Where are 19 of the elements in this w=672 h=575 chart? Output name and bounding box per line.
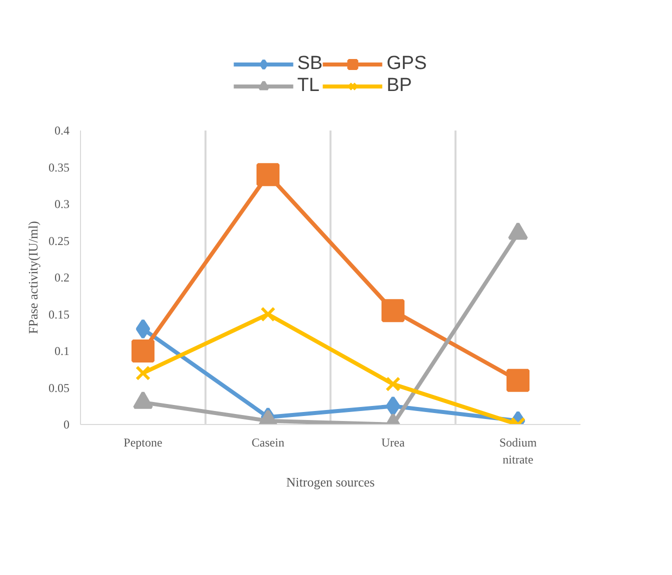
x-tick-label: Peptone xyxy=(124,436,162,450)
y-tick-label: 0.3 xyxy=(54,197,70,211)
legend-label: TL xyxy=(297,75,320,97)
y-tick-label: 0.35 xyxy=(48,160,70,174)
y-tick-label: 0.25 xyxy=(48,234,70,248)
y-tick-label: 0 xyxy=(64,418,70,432)
y-tick-label: 0.2 xyxy=(54,270,70,284)
x-tick-label: Urea xyxy=(381,436,406,450)
y-tick-label: 0.05 xyxy=(48,380,70,395)
y-axis-title: FPase activity(IU/ml) xyxy=(26,220,40,334)
legend-label: GPS xyxy=(386,53,427,75)
y-tick-label: 0.4 xyxy=(54,124,70,138)
x-tick-label: Casein xyxy=(252,436,284,450)
y-tick-label: 0.1 xyxy=(54,344,70,358)
x-axis-title: Nitrogen sources xyxy=(286,474,375,490)
y-tick-label: 0.15 xyxy=(48,307,70,322)
legend-label: BP xyxy=(386,75,412,97)
legend-label: SB xyxy=(297,53,323,75)
x-tick-label: Sodium nitrate xyxy=(499,436,538,466)
